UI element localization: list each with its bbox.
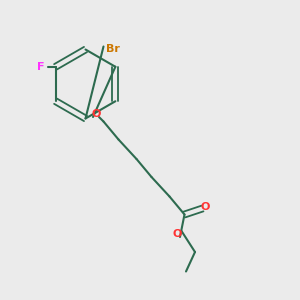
Text: O: O [91, 109, 101, 119]
Text: Br: Br [106, 44, 119, 55]
Text: O: O [201, 202, 210, 212]
Text: F: F [37, 62, 44, 72]
Text: O: O [172, 229, 182, 239]
